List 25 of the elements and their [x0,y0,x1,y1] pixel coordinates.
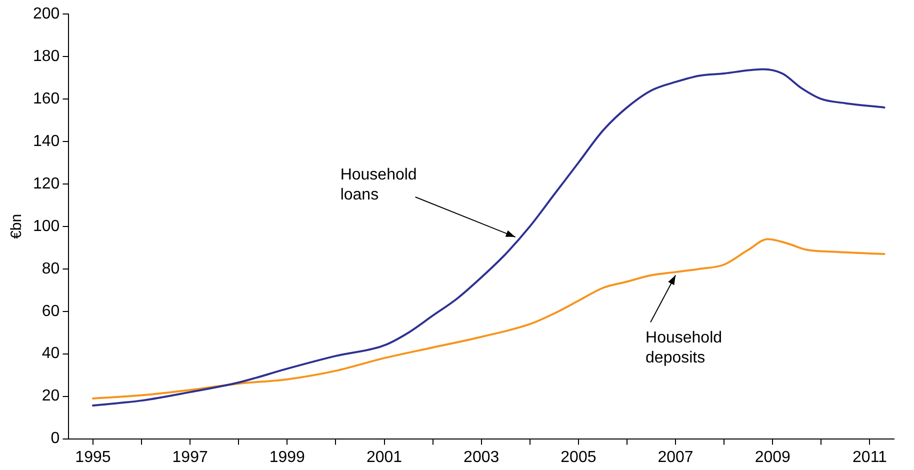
y-tick-label: 80 [42,260,60,278]
x-tick-label: 2009 [754,448,791,466]
line-series [92,68,886,406]
y-tick-label: 0 [50,430,60,448]
y-tick-label: 100 [32,218,60,235]
y-tick-label: 140 [32,132,60,150]
x-tick-label: 2007 [658,448,694,466]
x-tick-label: 1999 [269,448,306,466]
y-tick-label: 120 [32,175,60,192]
x-tick-label: 1997 [172,448,208,466]
annotation: Household loans [340,166,417,204]
y-axis-title: €bn [8,214,26,239]
y-tick-label: 180 [32,48,60,65]
x-tick-label: 1995 [75,448,111,466]
x-tick-label: 2003 [464,448,500,466]
annotation: Household deposits [646,330,722,367]
x-tick-label: 2001 [366,448,402,466]
y-tick-label: 160 [32,90,60,108]
x-tick-label: 2005 [560,448,596,466]
line-series [92,238,886,400]
y-tick-label: 40 [42,345,60,362]
y-tick-label: 200 [32,5,60,22]
y-tick-label: 20 [42,388,60,405]
x-tick-label: 2011 [852,448,888,466]
y-tick-label: 60 [42,302,60,320]
